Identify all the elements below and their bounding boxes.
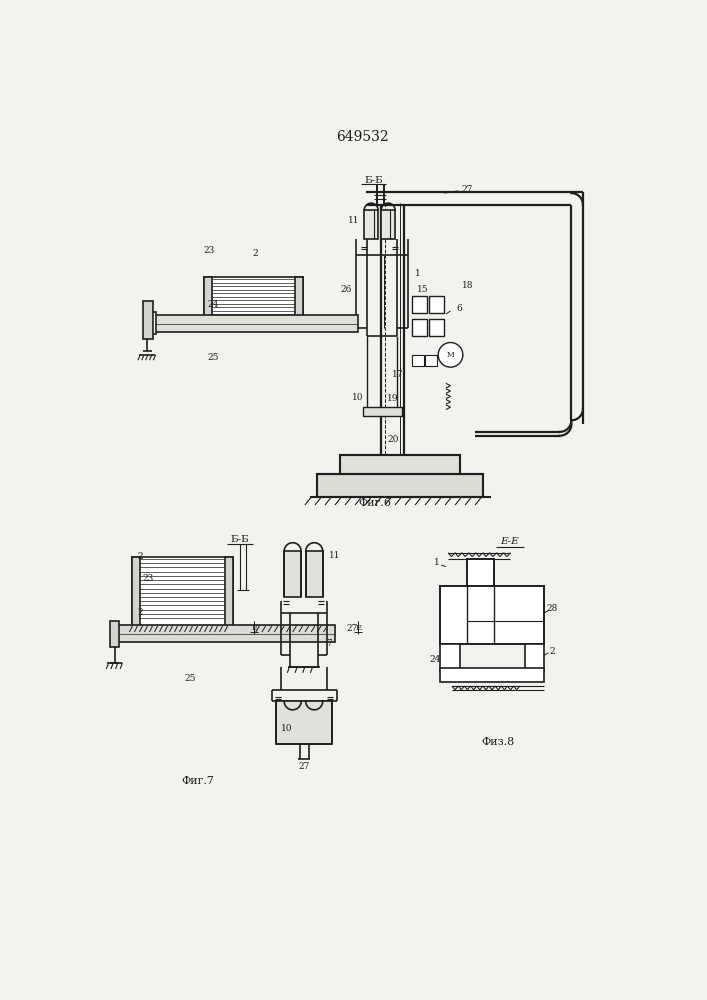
Bar [425,355,437,366]
Bar [132,557,233,626]
Bar [143,301,153,339]
Bar [467,559,494,586]
Text: 24: 24 [429,654,440,664]
Bar [152,315,358,332]
Text: 649532: 649532 [336,130,388,144]
Bar [381,210,395,239]
Bar [305,551,322,597]
Bar [440,586,544,644]
Bar [204,277,212,329]
Text: Фиг.7: Фиг.7 [182,776,214,786]
Text: 28: 28 [547,604,558,613]
Bar [429,296,444,312]
Text: 7: 7 [326,639,332,648]
Text: 19: 19 [387,394,399,403]
Bar [412,355,423,366]
Bar [440,668,544,682]
Bar [412,296,428,312]
Bar [364,210,378,239]
Bar [115,625,335,642]
Bar [340,455,460,478]
Text: 24: 24 [208,300,219,309]
Text: 27: 27 [298,762,310,771]
Text: 6: 6 [457,304,462,313]
Bar [429,319,444,336]
Text: 25: 25 [185,674,196,683]
Text: 2: 2 [137,608,143,617]
Text: 15: 15 [417,285,428,294]
Text: Б-Б: Б-Б [231,535,250,544]
Text: 26: 26 [341,285,352,294]
Text: M: M [447,351,455,359]
Text: 27: 27 [346,624,358,633]
Text: Е-Е: Е-Е [501,537,519,546]
Text: 23: 23 [204,246,215,255]
Text: 10: 10 [352,393,364,402]
Text: E: E [251,624,257,632]
Text: 2: 2 [253,249,259,258]
Text: 2: 2 [137,552,143,561]
Bar [363,407,402,416]
Bar [525,644,544,671]
Text: 27: 27 [462,185,473,194]
Bar [276,701,332,744]
Bar [148,312,156,334]
Text: 25: 25 [208,353,219,362]
Text: Физ.8: Физ.8 [481,737,515,747]
Text: 11: 11 [348,216,359,225]
Text: 1: 1 [414,269,420,278]
Bar [132,557,140,626]
Bar [317,474,483,497]
Bar [412,319,428,336]
Text: 11: 11 [329,551,341,560]
Bar [225,557,233,626]
Text: 23: 23 [142,574,153,583]
Text: 1: 1 [434,558,440,567]
Bar [110,620,119,647]
Text: E: E [355,624,361,632]
Text: Б-Б: Б-Б [364,176,383,185]
Text: 20: 20 [387,435,399,444]
Text: 17: 17 [392,370,404,379]
Text: 2: 2 [549,647,555,656]
Bar [284,551,301,597]
Text: 10: 10 [281,724,292,733]
Bar [204,277,303,329]
Bar [440,644,460,671]
Circle shape [438,343,463,367]
Text: Фиг.6: Фиг.6 [358,498,392,508]
Text: 18: 18 [462,281,473,290]
Bar [295,277,303,329]
